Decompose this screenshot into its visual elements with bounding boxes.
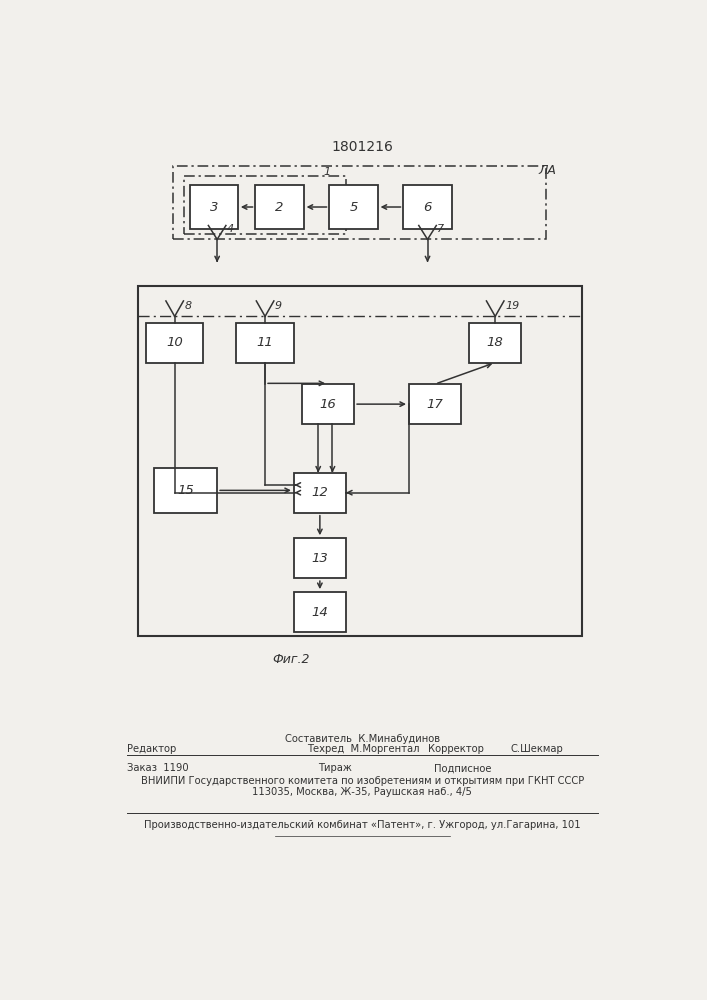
Text: Тираж: Тираж bbox=[319, 763, 352, 773]
Text: 9: 9 bbox=[275, 301, 282, 311]
Bar bbox=[154, 468, 217, 513]
Bar bbox=[302, 384, 354, 424]
Text: 13: 13 bbox=[312, 552, 328, 565]
Text: Заказ  1190: Заказ 1190 bbox=[127, 763, 188, 773]
Bar bbox=[146, 323, 204, 363]
Text: ВНИИПИ Государственного комитета по изобретениям и открытиям при ГКНТ СССР: ВНИИПИ Государственного комитета по изоб… bbox=[141, 776, 584, 786]
Bar bbox=[189, 185, 238, 229]
Text: 1801216: 1801216 bbox=[332, 140, 393, 154]
Bar bbox=[469, 323, 521, 363]
Bar bbox=[255, 185, 304, 229]
Text: 113035, Москва, Ж-35, Раушская наб., 4/5: 113035, Москва, Ж-35, Раушская наб., 4/5 bbox=[252, 787, 472, 797]
Text: Составитель  К.Минабудинов: Составитель К.Минабудинов bbox=[285, 734, 440, 744]
Text: 1: 1 bbox=[323, 167, 330, 177]
Bar bbox=[294, 538, 346, 578]
Text: Редактор: Редактор bbox=[127, 744, 176, 754]
Text: ЛА: ЛА bbox=[539, 164, 556, 177]
Bar bbox=[294, 592, 346, 632]
Bar bbox=[404, 185, 452, 229]
Text: 16: 16 bbox=[320, 398, 337, 411]
Text: 5: 5 bbox=[349, 201, 358, 214]
Text: 3: 3 bbox=[210, 201, 218, 214]
Text: 18: 18 bbox=[487, 336, 503, 349]
Text: 12: 12 bbox=[312, 486, 328, 499]
Text: 2: 2 bbox=[276, 201, 284, 214]
Text: 6: 6 bbox=[423, 201, 432, 214]
Bar bbox=[185, 176, 346, 234]
Bar bbox=[409, 384, 461, 424]
Bar bbox=[236, 323, 294, 363]
Text: Производственно-издательский комбинат «Патент», г. Ужгород, ул.Гагарина, 101: Производственно-издательский комбинат «П… bbox=[144, 820, 580, 830]
Bar bbox=[329, 185, 378, 229]
Bar bbox=[173, 166, 546, 239]
Bar bbox=[138, 286, 582, 636]
Text: Корректор: Корректор bbox=[428, 744, 484, 754]
Text: 14: 14 bbox=[312, 606, 328, 619]
Text: Подписное: Подписное bbox=[433, 763, 491, 773]
Text: Техред  М.Моргентал: Техред М.Моргентал bbox=[308, 744, 420, 754]
Text: 15: 15 bbox=[177, 484, 194, 497]
Text: 7: 7 bbox=[438, 224, 445, 234]
Text: С.Шекмар: С.Шекмар bbox=[510, 744, 563, 754]
Text: 4: 4 bbox=[227, 224, 234, 234]
Text: 17: 17 bbox=[426, 398, 443, 411]
Text: Фиг.2: Фиг.2 bbox=[272, 653, 310, 666]
Bar bbox=[294, 473, 346, 513]
Text: 10: 10 bbox=[166, 336, 183, 349]
Text: 11: 11 bbox=[257, 336, 274, 349]
Text: 19: 19 bbox=[505, 301, 520, 311]
Text: 8: 8 bbox=[185, 301, 192, 311]
